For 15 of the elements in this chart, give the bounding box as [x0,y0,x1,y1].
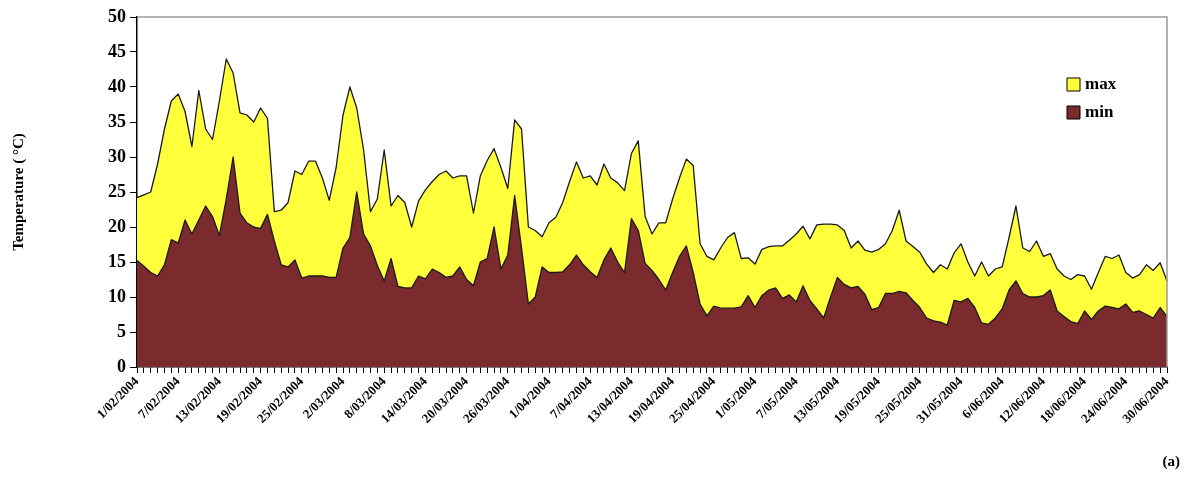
y-tick-label: 45 [108,40,126,61]
y-tick-label: 0 [117,355,126,376]
y-tick-label: 25 [108,180,126,201]
y-tick-label: 10 [108,285,126,306]
legend-label: min [1085,102,1114,122]
y-tick-label: 50 [108,5,126,26]
y-tick-label: 40 [108,75,126,96]
y-tick-label: 35 [108,110,126,131]
y-tick-label: 30 [108,145,126,166]
legend-label: max [1085,74,1117,94]
y-tick-label: 15 [108,250,126,271]
text: (a) [1162,452,1180,470]
y-tick-label: 20 [108,215,126,236]
y-axis-title: Temperature ( °C) [9,133,27,251]
y-tick-label: 5 [117,320,126,341]
